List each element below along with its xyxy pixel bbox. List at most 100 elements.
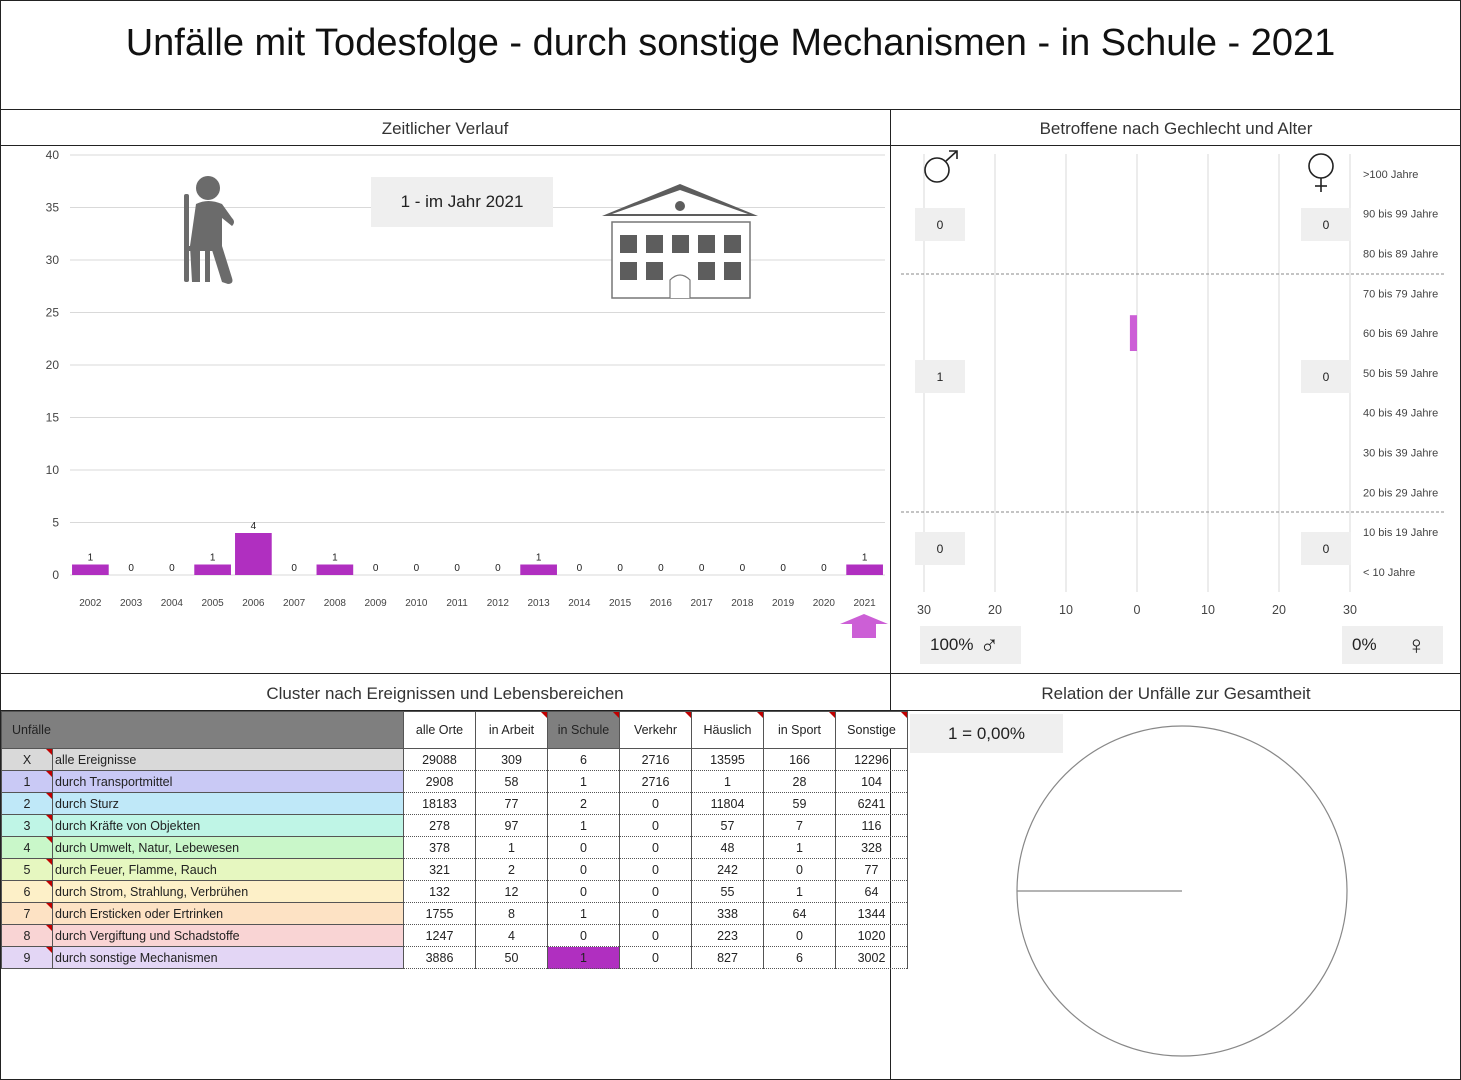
column-header-4[interactable]: Häuslich [691, 711, 764, 749]
row-value[interactable]: 2908 [403, 770, 476, 793]
row-value[interactable]: 48 [691, 836, 764, 859]
row-value[interactable]: 0 [619, 858, 692, 881]
row-value[interactable]: 77 [835, 858, 908, 881]
row-value[interactable]: 0 [547, 924, 620, 947]
row-value[interactable]: 0 [619, 880, 692, 903]
row-value[interactable]: 64 [763, 902, 836, 925]
column-header-3[interactable]: Verkehr [619, 711, 692, 749]
row-value[interactable]: 242 [691, 858, 764, 881]
row-value[interactable]: 0 [619, 924, 692, 947]
timeline-x-tick: 2014 [568, 598, 591, 609]
row-value[interactable]: 0 [619, 814, 692, 837]
row-value[interactable]: 1 [547, 814, 620, 837]
row-value[interactable]: 29088 [403, 748, 476, 771]
row-value[interactable]: 1 [475, 836, 548, 859]
table-row[interactable]: 1 durch Transportmittel 2908 58 1 2716 1 28 104 [1, 770, 908, 793]
row-value[interactable]: 338 [691, 902, 764, 925]
row-name[interactable]: durch Ersticken oder Ertrinken [52, 902, 404, 925]
row-value[interactable]: 0 [619, 836, 692, 859]
table-row[interactable]: 6 durch Strom, Strahlung, Verbrühen 132 12 0… [1, 880, 908, 903]
row-value[interactable]: 57 [691, 814, 764, 837]
row-name[interactable]: durch Feuer, Flamme, Rauch [52, 858, 404, 881]
row-value[interactable]: 6241 [835, 792, 908, 815]
row-value[interactable]: 309 [475, 748, 548, 771]
table-row[interactable]: 4 durch Umwelt, Natur, Lebewesen 378 1 0 0 48 1… [1, 836, 908, 859]
row-value[interactable]: 59 [763, 792, 836, 815]
row-value[interactable]: 11804 [691, 792, 764, 815]
up-arrow-icon[interactable] [840, 614, 888, 638]
column-header-0[interactable]: alle Orte [403, 711, 476, 749]
row-value[interactable]: 223 [691, 924, 764, 947]
row-value[interactable]: 0 [763, 924, 836, 947]
row-value[interactable]: 50 [475, 946, 548, 969]
row-name[interactable]: durch sonstige Mechanismen [52, 946, 404, 969]
row-value[interactable]: 58 [475, 770, 548, 793]
row-value[interactable]: 0 [619, 902, 692, 925]
row-value[interactable]: 1755 [403, 902, 476, 925]
row-value[interactable]: 77 [475, 792, 548, 815]
row-name[interactable]: durch Umwelt, Natur, Lebewesen [52, 836, 404, 859]
row-value[interactable]: 18183 [403, 792, 476, 815]
row-value[interactable]: 1 [547, 946, 620, 969]
row-id: 2 [1, 792, 53, 815]
row-value[interactable]: 1 [547, 902, 620, 925]
female-value-group-2: 0 [1301, 360, 1351, 393]
row-value[interactable]: 321 [403, 858, 476, 881]
row-value[interactable]: 1344 [835, 902, 908, 925]
table-row[interactable]: 5 durch Feuer, Flamme, Rauch 321 2 0 0 242 0 77 [1, 858, 908, 881]
row-value[interactable]: 278 [403, 814, 476, 837]
table-row[interactable]: 3 durch Kräfte von Objekten 278 97 1 0 57 7 116 [1, 814, 908, 837]
row-value[interactable]: 378 [403, 836, 476, 859]
row-value[interactable]: 13595 [691, 748, 764, 771]
row-value[interactable]: 2 [475, 858, 548, 881]
row-value[interactable]: 97 [475, 814, 548, 837]
row-name[interactable]: durch Vergiftung und Schadstoffe [52, 924, 404, 947]
column-header-5[interactable]: in Sport [763, 711, 836, 749]
row-value[interactable]: 6 [763, 946, 836, 969]
row-value[interactable]: 4 [475, 924, 548, 947]
row-value[interactable]: 3002 [835, 946, 908, 969]
timeline-data-label: 1 [88, 553, 94, 564]
row-value[interactable]: 2716 [619, 770, 692, 793]
row-name[interactable]: durch Sturz [52, 792, 404, 815]
row-value[interactable]: 1 [691, 770, 764, 793]
row-value[interactable]: 8 [475, 902, 548, 925]
row-value[interactable]: 7 [763, 814, 836, 837]
row-value[interactable]: 1 [763, 836, 836, 859]
row-value[interactable]: 28 [763, 770, 836, 793]
row-value[interactable]: 1247 [403, 924, 476, 947]
row-value[interactable]: 0 [547, 858, 620, 881]
row-value[interactable]: 166 [763, 748, 836, 771]
table-row[interactable]: 8 durch Vergiftung und Schadstoffe 1247 4 0 0… [1, 924, 908, 947]
row-value[interactable]: 0 [547, 836, 620, 859]
row-name[interactable]: durch Transportmittel [52, 770, 404, 793]
row-value[interactable]: 1 [763, 880, 836, 903]
row-value[interactable]: 827 [691, 946, 764, 969]
row-value[interactable]: 0 [547, 880, 620, 903]
column-header-6[interactable]: Sonstige [835, 711, 908, 749]
row-value[interactable]: 6 [547, 748, 620, 771]
timeline-data-label: 0 [128, 563, 134, 574]
row-name[interactable]: alle Ereignisse [52, 748, 404, 771]
age-category-label: 60 bis 69 Jahre [1363, 328, 1438, 340]
row-value[interactable]: 3886 [403, 946, 476, 969]
table-row[interactable]: 2 durch Sturz 18183 77 2 0 11804 59 6241 [1, 792, 908, 815]
column-header-1[interactable]: in Arbeit [475, 711, 548, 749]
row-value[interactable]: 2 [547, 792, 620, 815]
row-value[interactable]: 0 [619, 792, 692, 815]
row-value[interactable]: 1 [547, 770, 620, 793]
row-value[interactable]: 2716 [619, 748, 692, 771]
column-header-2[interactable]: in Schule [547, 711, 620, 749]
table-row[interactable]: 9 durch sonstige Mechanismen 3886 50 1 0 827 6 3… [1, 946, 908, 969]
row-value[interactable]: 0 [619, 946, 692, 969]
row-value[interactable]: 12 [475, 880, 548, 903]
row-value[interactable]: 132 [403, 880, 476, 903]
row-name[interactable]: durch Strom, Strahlung, Verbrühen [52, 880, 404, 903]
row-name[interactable]: durch Kräfte von Objekten [52, 814, 404, 837]
table-row[interactable]: 7 durch Ersticken oder Ertrinken 1755 8 1 0 33… [1, 902, 908, 925]
row-value[interactable]: 12296 [835, 748, 908, 771]
row-value[interactable]: 55 [691, 880, 764, 903]
timeline-data-label: 1 [332, 553, 338, 564]
row-value[interactable]: 0 [763, 858, 836, 881]
